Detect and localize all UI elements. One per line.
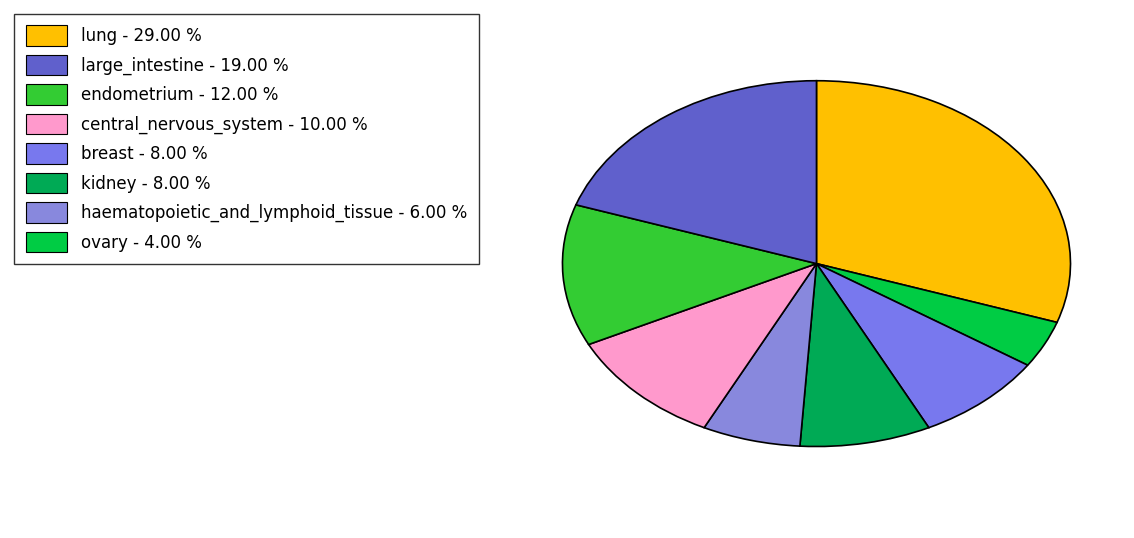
- Wedge shape: [799, 264, 929, 447]
- Wedge shape: [704, 264, 816, 446]
- Wedge shape: [816, 264, 1057, 365]
- Wedge shape: [816, 264, 1027, 428]
- Wedge shape: [576, 81, 816, 264]
- Wedge shape: [589, 264, 816, 428]
- Legend: lung - 29.00 %, large_intestine - 19.00 %, endometrium - 12.00 %, central_nervou: lung - 29.00 %, large_intestine - 19.00 …: [14, 13, 479, 264]
- Wedge shape: [816, 81, 1070, 322]
- Wedge shape: [562, 205, 816, 344]
